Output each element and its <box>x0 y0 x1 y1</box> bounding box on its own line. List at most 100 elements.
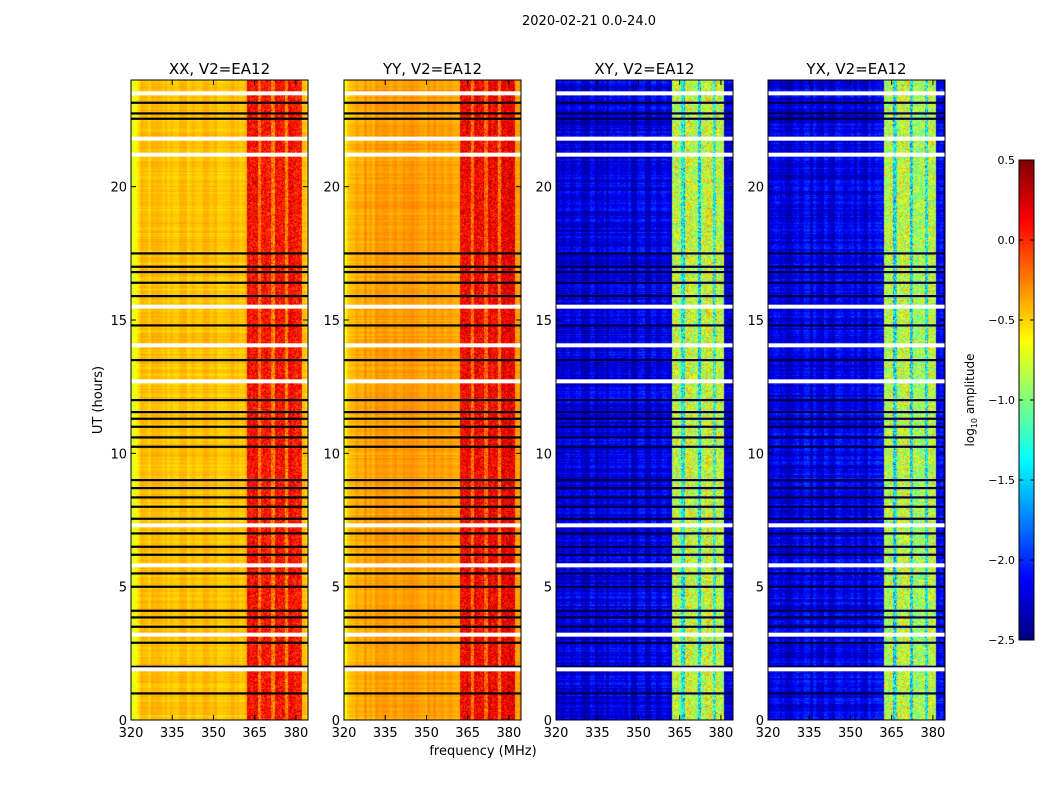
flagged-row <box>344 252 521 255</box>
flagged-row <box>344 425 521 428</box>
flagged-row <box>768 616 945 619</box>
panel-title: YX, V2=EA12 <box>805 60 906 78</box>
gap-row <box>768 152 945 157</box>
flagged-row <box>344 517 521 520</box>
flagged-row <box>131 487 308 490</box>
flagged-row <box>556 665 733 668</box>
flagged-row <box>131 445 308 448</box>
colorbar-label-sub: 10 <box>970 418 979 428</box>
flagged-row <box>344 616 521 619</box>
flagged-row <box>131 411 308 414</box>
gap-row <box>344 136 521 141</box>
flagged-row <box>556 399 733 402</box>
figure-title: 2020-02-21 0.0-24.0 <box>522 14 656 29</box>
flagged-row <box>768 641 945 644</box>
gap-row <box>768 136 945 141</box>
flagged-row <box>131 496 308 499</box>
gap-row <box>556 379 733 384</box>
x-tick-label: 320 <box>119 726 144 741</box>
gap-row <box>131 91 308 96</box>
flagged-row <box>768 487 945 490</box>
flagged-row <box>556 692 733 695</box>
flagged-row <box>556 117 733 120</box>
flagged-row <box>131 324 308 327</box>
flagged-row <box>556 572 733 575</box>
x-tick-label: 365 <box>667 726 692 741</box>
axes-frame <box>555 79 734 721</box>
flagged-row <box>131 545 308 548</box>
flagged-row <box>344 641 521 644</box>
flagged-row <box>768 101 945 104</box>
gap-row <box>344 343 521 348</box>
flagged-row <box>131 425 308 428</box>
flagged-row <box>556 517 733 520</box>
flagged-row <box>768 252 945 255</box>
flagged-row <box>768 479 945 482</box>
x-tick-label: 365 <box>455 726 480 741</box>
colorbar-tick-label: 0.5 <box>998 154 1016 167</box>
flagged-row <box>344 324 521 327</box>
flagged-row <box>556 545 733 548</box>
gap-row <box>131 136 308 141</box>
flagged-row <box>768 572 945 575</box>
flagged-row <box>768 545 945 548</box>
gap-row <box>344 632 521 637</box>
y-tick-label: 20 <box>535 181 552 196</box>
flagged-row <box>131 252 308 255</box>
gap-row <box>556 667 733 672</box>
flagged-row <box>768 117 945 120</box>
y-tick-label: 5 <box>119 581 127 596</box>
colorbar-label-main: log <box>963 428 977 446</box>
flagged-row <box>556 265 733 268</box>
y-axis-label: UT (hours) <box>91 366 106 434</box>
x-tick-label: 380 <box>920 726 945 741</box>
gap-row <box>131 304 308 309</box>
flagged-row <box>131 609 308 612</box>
flagged-row <box>344 436 521 439</box>
colorbar-tick-label: −1.5 <box>988 474 1015 487</box>
y-tick-label: 20 <box>323 181 340 196</box>
gap-row <box>344 563 521 568</box>
gap-row <box>556 523 733 528</box>
x-tick-label: 335 <box>160 726 185 741</box>
x-tick-label: 335 <box>373 726 398 741</box>
axes-frame <box>767 79 946 721</box>
y-tick-label: 5 <box>332 581 340 596</box>
flagged-row <box>768 399 945 402</box>
x-tick-label: 365 <box>879 726 904 741</box>
y-tick-label: 15 <box>110 314 127 329</box>
flagged-row <box>556 585 733 588</box>
x-tick-label: 350 <box>838 726 863 741</box>
gap-row <box>768 667 945 672</box>
flagged-row <box>344 101 521 104</box>
flagged-row <box>556 436 733 439</box>
gap-row <box>556 304 733 309</box>
flagged-row <box>768 625 945 628</box>
y-tick-label: 0 <box>544 714 552 729</box>
gap-row <box>768 563 945 568</box>
y-tick-label: 20 <box>747 181 764 196</box>
gap-row <box>556 152 733 157</box>
panel-title: XY, V2=EA12 <box>594 60 694 78</box>
axes-frame <box>130 79 309 721</box>
gap-row <box>131 379 308 384</box>
flagged-row <box>768 359 945 362</box>
gap-row <box>556 563 733 568</box>
flagged-row <box>768 271 945 274</box>
x-tick-label: 380 <box>283 726 308 741</box>
panel-title: XX, V2=EA12 <box>169 60 270 78</box>
colorbar-label: log10 amplitude <box>963 354 979 447</box>
gap-row <box>131 667 308 672</box>
flagged-row <box>344 271 521 274</box>
colorbar-tick-label: 0.0 <box>998 234 1016 247</box>
x-axis-label: frequency (MHz) <box>429 744 536 759</box>
gap-row <box>131 632 308 637</box>
flagged-row <box>344 545 521 548</box>
gap-row <box>556 343 733 348</box>
flagged-row <box>768 496 945 499</box>
colorbar-tick-label: −0.5 <box>988 314 1015 327</box>
x-tick-label: 335 <box>585 726 610 741</box>
flagged-row <box>344 117 521 120</box>
flagged-row <box>768 411 945 414</box>
flagged-row <box>768 517 945 520</box>
